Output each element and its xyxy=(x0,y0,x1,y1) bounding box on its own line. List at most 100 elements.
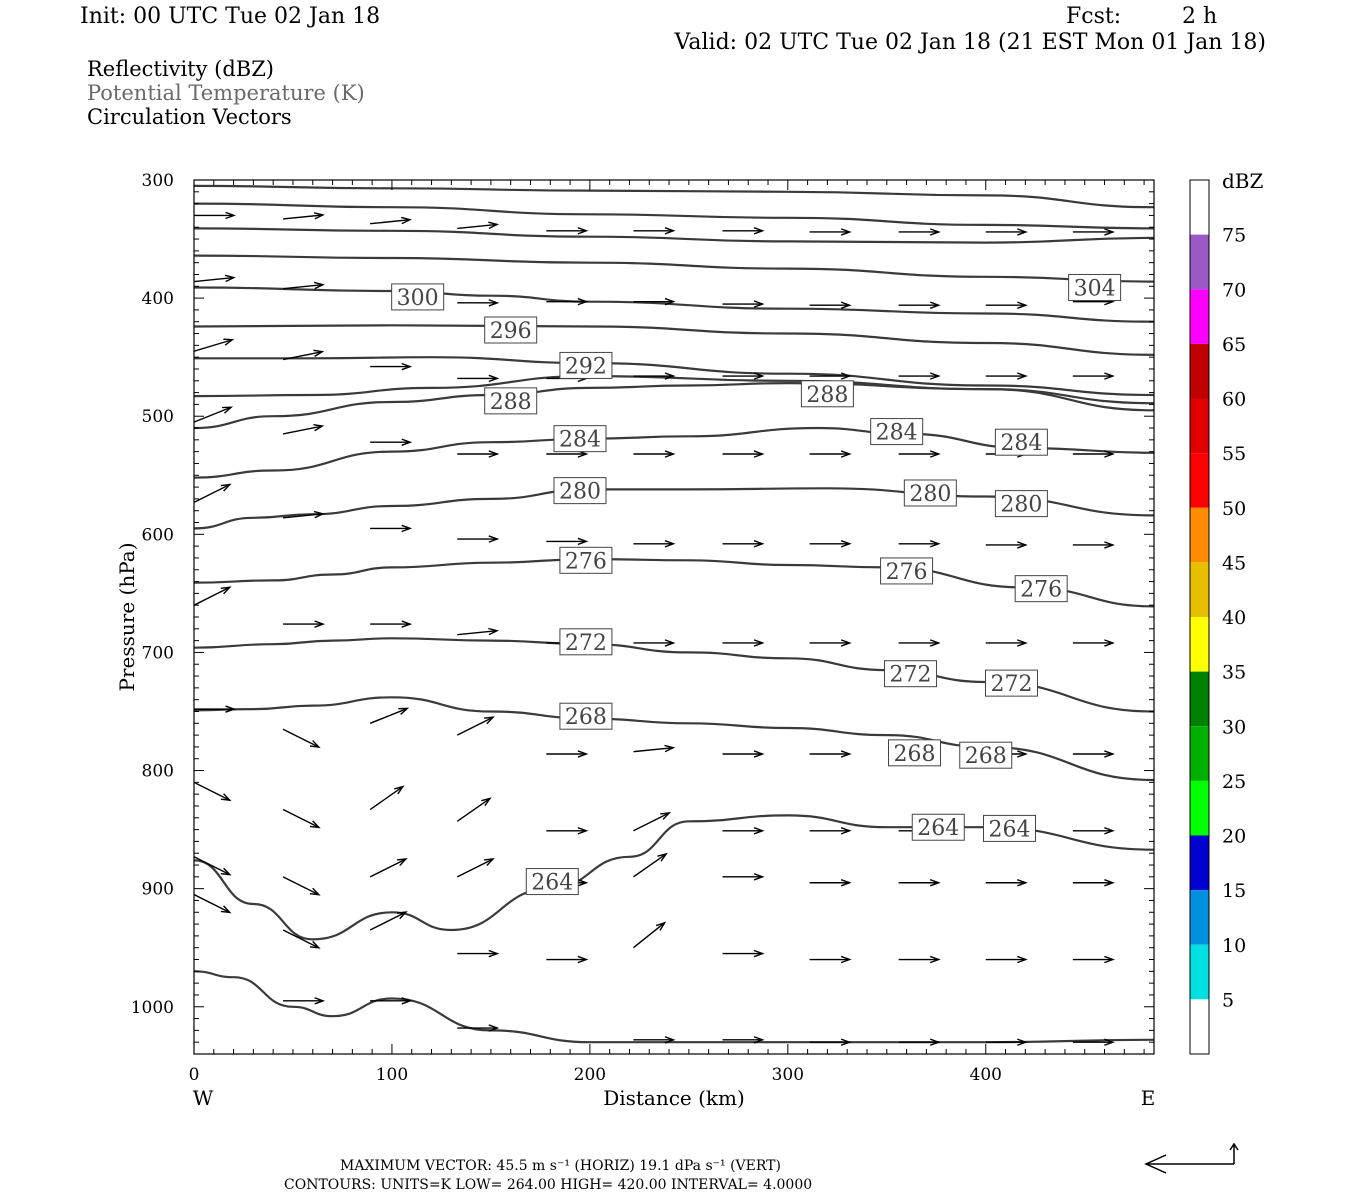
y-tick-label: 400 xyxy=(142,289,174,309)
theta-contour-line xyxy=(194,381,1154,430)
circulation-vector xyxy=(898,955,941,964)
circulation-vector xyxy=(370,524,413,533)
max-vector-note: MAXIMUM VECTOR: 45.5 m s⁻¹ (HORIZ) 19.1 … xyxy=(340,1158,781,1174)
x-tick-label: 100 xyxy=(376,1065,408,1085)
circulation-vector xyxy=(369,785,405,811)
contour-label: 264 xyxy=(983,814,1037,842)
circulation-vector xyxy=(985,372,1028,380)
circulation-vector xyxy=(369,858,408,878)
contour-label: 288 xyxy=(800,380,854,408)
contour-label-text: 268 xyxy=(565,705,607,730)
circulation-vector xyxy=(898,1038,941,1046)
valid-time: Valid: 02 UTC Tue 02 Jan 18 (21 EST Mon … xyxy=(674,30,1266,55)
circulation-vector xyxy=(898,450,941,458)
colorbar-label: 10 xyxy=(1222,935,1246,957)
contour-label-text: 272 xyxy=(890,663,932,688)
colorbar-label: 5 xyxy=(1222,989,1234,1011)
circulation-vector xyxy=(809,301,852,309)
y-axis-title: Pressure (hPa) xyxy=(115,543,139,692)
circulation-vector xyxy=(722,300,765,308)
contour-label: 264 xyxy=(911,813,965,841)
circulation-vector xyxy=(985,955,1028,964)
circulation-vector xyxy=(809,955,852,964)
contour-label-text: 268 xyxy=(893,742,935,767)
contour-label: 276 xyxy=(559,546,613,574)
contour-label-text: 304 xyxy=(1074,276,1116,301)
theta-contour-line xyxy=(194,696,1154,782)
theta-contour-line xyxy=(194,324,1154,356)
circulation-vector xyxy=(1072,639,1115,647)
circulation-vector xyxy=(633,227,676,235)
circulation-vector xyxy=(985,878,1028,887)
legend-circulation-vectors: Circulation Vectors xyxy=(87,105,292,129)
circulation-vector xyxy=(1072,955,1115,964)
circulation-vector xyxy=(985,541,1028,549)
circulation-vector xyxy=(633,744,676,753)
circulation-vector xyxy=(194,781,232,802)
circulation-vector xyxy=(282,728,321,749)
contour-label-text: 288 xyxy=(490,390,532,415)
x-tick-label: 0 xyxy=(189,1065,200,1085)
circulation-vector xyxy=(194,856,232,876)
colorbar-label: 60 xyxy=(1222,389,1246,411)
colorbar-label: 15 xyxy=(1222,880,1246,902)
circulation-vectors xyxy=(194,211,1115,1046)
circulation-vector xyxy=(456,716,495,736)
circulation-vector xyxy=(1072,878,1115,887)
circulation-vector xyxy=(457,535,500,543)
colorbar-segment xyxy=(1190,343,1209,399)
circulation-vector xyxy=(546,750,589,758)
circulation-vector xyxy=(898,540,941,548)
circulation-vector xyxy=(722,372,765,380)
circulation-vector xyxy=(457,374,500,383)
colorbar-segment xyxy=(1190,890,1209,945)
circulation-vector xyxy=(1072,541,1115,549)
circulation-vector xyxy=(282,349,325,361)
circulation-vector xyxy=(369,707,410,724)
x-tick-label: 300 xyxy=(772,1065,804,1085)
contour-label: 288 xyxy=(484,387,538,415)
circulation-vector xyxy=(456,797,492,822)
contour-label-text: 268 xyxy=(965,744,1007,769)
colorbar-label: 55 xyxy=(1222,443,1246,465)
contour-label: 264 xyxy=(525,868,579,896)
circulation-vector xyxy=(369,911,408,931)
colorbar-label: 45 xyxy=(1222,552,1246,574)
circulation-vector xyxy=(633,852,668,878)
colorbar-label: 35 xyxy=(1222,662,1246,684)
colorbar-units: dBZ xyxy=(1222,169,1264,193)
circulation-vector xyxy=(194,338,235,352)
east-label: E xyxy=(1141,1086,1156,1110)
colorbar-segment xyxy=(1190,617,1209,672)
circulation-vector xyxy=(985,1038,1028,1046)
contour-label-text: 284 xyxy=(876,421,918,446)
circulation-vector xyxy=(809,1038,852,1046)
circulation-vector xyxy=(633,450,676,458)
circulation-vector xyxy=(633,1036,676,1044)
circulation-vector xyxy=(546,955,589,964)
legend-reflectivity: Reflectivity (dBZ) xyxy=(87,57,275,81)
contour-label: 300 xyxy=(391,283,445,311)
contour-label: 280 xyxy=(903,479,957,507)
contour-label: 292 xyxy=(559,351,613,379)
theta-contour-line xyxy=(194,557,1154,608)
circulation-vector xyxy=(898,639,941,647)
circulation-vector xyxy=(898,878,941,887)
circulation-vector xyxy=(809,750,852,758)
colorbar-segment xyxy=(1190,944,1209,1000)
y-tick-label: 900 xyxy=(142,880,174,900)
legend-potential-temperature: Potential Temperature (K) xyxy=(87,81,365,105)
contour-label-text: 280 xyxy=(909,482,951,507)
y-tick-label: 800 xyxy=(142,762,174,782)
circulation-vector xyxy=(809,372,852,380)
theta-contour-line xyxy=(194,286,1154,323)
theta-contour-line xyxy=(194,637,1154,713)
circulation-vector xyxy=(898,301,941,309)
circulation-vector xyxy=(1072,450,1115,458)
circulation-vector xyxy=(194,483,232,504)
circulation-vector xyxy=(633,540,676,548)
y-tick-label: 500 xyxy=(142,407,174,427)
contour-label: 268 xyxy=(887,739,941,767)
plot-frame xyxy=(193,179,1155,1055)
